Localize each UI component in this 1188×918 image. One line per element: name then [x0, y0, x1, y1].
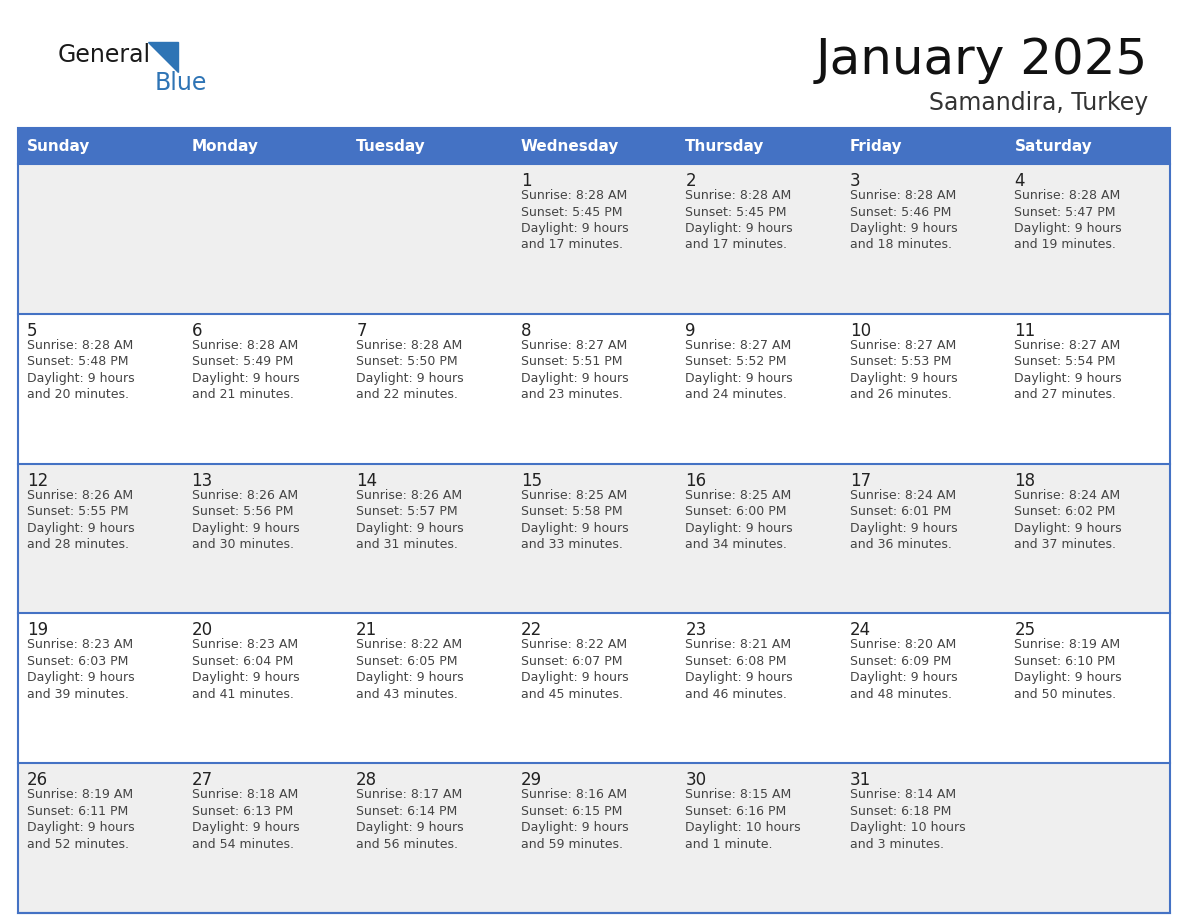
Text: Sunrise: 8:16 AM
Sunset: 6:15 PM
Daylight: 9 hours
and 59 minutes.: Sunrise: 8:16 AM Sunset: 6:15 PM Dayligh… [520, 789, 628, 851]
Text: Sunrise: 8:23 AM
Sunset: 6:04 PM
Daylight: 9 hours
and 41 minutes.: Sunrise: 8:23 AM Sunset: 6:04 PM Dayligh… [191, 638, 299, 701]
Text: Sunrise: 8:23 AM
Sunset: 6:03 PM
Daylight: 9 hours
and 39 minutes.: Sunrise: 8:23 AM Sunset: 6:03 PM Dayligh… [27, 638, 134, 701]
Text: Sunrise: 8:27 AM
Sunset: 5:53 PM
Daylight: 9 hours
and 26 minutes.: Sunrise: 8:27 AM Sunset: 5:53 PM Dayligh… [849, 339, 958, 401]
Text: 28: 28 [356, 771, 378, 789]
Text: 18: 18 [1015, 472, 1036, 489]
Text: Sunrise: 8:28 AM
Sunset: 5:45 PM
Daylight: 9 hours
and 17 minutes.: Sunrise: 8:28 AM Sunset: 5:45 PM Dayligh… [685, 189, 792, 252]
Text: 13: 13 [191, 472, 213, 489]
Text: Sunrise: 8:17 AM
Sunset: 6:14 PM
Daylight: 9 hours
and 56 minutes.: Sunrise: 8:17 AM Sunset: 6:14 PM Dayligh… [356, 789, 463, 851]
Text: Thursday: Thursday [685, 139, 765, 153]
Text: 17: 17 [849, 472, 871, 489]
Text: Friday: Friday [849, 139, 903, 153]
Text: 14: 14 [356, 472, 378, 489]
Text: 4: 4 [1015, 172, 1025, 190]
Text: 10: 10 [849, 322, 871, 340]
Text: Sunrise: 8:27 AM
Sunset: 5:51 PM
Daylight: 9 hours
and 23 minutes.: Sunrise: 8:27 AM Sunset: 5:51 PM Dayligh… [520, 339, 628, 401]
Text: 2: 2 [685, 172, 696, 190]
Text: 27: 27 [191, 771, 213, 789]
Text: 7: 7 [356, 322, 367, 340]
Bar [18, 164, 1170, 314]
Text: 1: 1 [520, 172, 531, 190]
Text: Sunrise: 8:28 AM
Sunset: 5:47 PM
Daylight: 9 hours
and 19 minutes.: Sunrise: 8:28 AM Sunset: 5:47 PM Dayligh… [1015, 189, 1121, 252]
Text: 22: 22 [520, 621, 542, 640]
Text: Sunday: Sunday [27, 139, 90, 153]
Text: 3: 3 [849, 172, 860, 190]
Text: Sunrise: 8:24 AM
Sunset: 6:02 PM
Daylight: 9 hours
and 37 minutes.: Sunrise: 8:24 AM Sunset: 6:02 PM Dayligh… [1015, 488, 1121, 551]
Text: Tuesday: Tuesday [356, 139, 425, 153]
Polygon shape [148, 42, 178, 72]
Text: Sunrise: 8:24 AM
Sunset: 6:01 PM
Daylight: 9 hours
and 36 minutes.: Sunrise: 8:24 AM Sunset: 6:01 PM Dayligh… [849, 488, 958, 551]
Text: 5: 5 [27, 322, 38, 340]
Text: 30: 30 [685, 771, 707, 789]
Bar [18, 128, 1170, 913]
Text: Sunrise: 8:28 AM
Sunset: 5:45 PM
Daylight: 9 hours
and 17 minutes.: Sunrise: 8:28 AM Sunset: 5:45 PM Dayligh… [520, 189, 628, 252]
Text: Monday: Monday [191, 139, 259, 153]
Text: Sunrise: 8:25 AM
Sunset: 6:00 PM
Daylight: 9 hours
and 34 minutes.: Sunrise: 8:25 AM Sunset: 6:00 PM Dayligh… [685, 488, 792, 551]
Text: 31: 31 [849, 771, 871, 789]
Text: Sunrise: 8:28 AM
Sunset: 5:46 PM
Daylight: 9 hours
and 18 minutes.: Sunrise: 8:28 AM Sunset: 5:46 PM Dayligh… [849, 189, 958, 252]
Bar [18, 464, 1170, 613]
Text: Sunrise: 8:26 AM
Sunset: 5:57 PM
Daylight: 9 hours
and 31 minutes.: Sunrise: 8:26 AM Sunset: 5:57 PM Dayligh… [356, 488, 463, 551]
Text: 20: 20 [191, 621, 213, 640]
Text: Sunrise: 8:15 AM
Sunset: 6:16 PM
Daylight: 10 hours
and 1 minute.: Sunrise: 8:15 AM Sunset: 6:16 PM Dayligh… [685, 789, 801, 851]
Text: Sunrise: 8:28 AM
Sunset: 5:48 PM
Daylight: 9 hours
and 20 minutes.: Sunrise: 8:28 AM Sunset: 5:48 PM Dayligh… [27, 339, 134, 401]
Text: Wednesday: Wednesday [520, 139, 619, 153]
Text: 8: 8 [520, 322, 531, 340]
Text: Sunrise: 8:19 AM
Sunset: 6:10 PM
Daylight: 9 hours
and 50 minutes.: Sunrise: 8:19 AM Sunset: 6:10 PM Dayligh… [1015, 638, 1121, 701]
Text: 21: 21 [356, 621, 378, 640]
Text: 12: 12 [27, 472, 49, 489]
Text: Saturday: Saturday [1015, 139, 1092, 153]
Text: Sunrise: 8:26 AM
Sunset: 5:55 PM
Daylight: 9 hours
and 28 minutes.: Sunrise: 8:26 AM Sunset: 5:55 PM Dayligh… [27, 488, 134, 551]
Text: 24: 24 [849, 621, 871, 640]
Text: Sunrise: 8:18 AM
Sunset: 6:13 PM
Daylight: 9 hours
and 54 minutes.: Sunrise: 8:18 AM Sunset: 6:13 PM Dayligh… [191, 789, 299, 851]
Text: Sunrise: 8:22 AM
Sunset: 6:07 PM
Daylight: 9 hours
and 45 minutes.: Sunrise: 8:22 AM Sunset: 6:07 PM Dayligh… [520, 638, 628, 701]
Text: Sunrise: 8:26 AM
Sunset: 5:56 PM
Daylight: 9 hours
and 30 minutes.: Sunrise: 8:26 AM Sunset: 5:56 PM Dayligh… [191, 488, 299, 551]
Text: Sunrise: 8:21 AM
Sunset: 6:08 PM
Daylight: 9 hours
and 46 minutes.: Sunrise: 8:21 AM Sunset: 6:08 PM Dayligh… [685, 638, 792, 701]
Text: Sunrise: 8:20 AM
Sunset: 6:09 PM
Daylight: 9 hours
and 48 minutes.: Sunrise: 8:20 AM Sunset: 6:09 PM Dayligh… [849, 638, 958, 701]
Text: Blue: Blue [154, 71, 208, 95]
Text: Sunrise: 8:25 AM
Sunset: 5:58 PM
Daylight: 9 hours
and 33 minutes.: Sunrise: 8:25 AM Sunset: 5:58 PM Dayligh… [520, 488, 628, 551]
Bar [18, 763, 1170, 913]
Text: Sunrise: 8:28 AM
Sunset: 5:50 PM
Daylight: 9 hours
and 22 minutes.: Sunrise: 8:28 AM Sunset: 5:50 PM Dayligh… [356, 339, 463, 401]
Text: Sunrise: 8:22 AM
Sunset: 6:05 PM
Daylight: 9 hours
and 43 minutes.: Sunrise: 8:22 AM Sunset: 6:05 PM Dayligh… [356, 638, 463, 701]
Text: Sunrise: 8:27 AM
Sunset: 5:54 PM
Daylight: 9 hours
and 27 minutes.: Sunrise: 8:27 AM Sunset: 5:54 PM Dayligh… [1015, 339, 1121, 401]
Text: Sunrise: 8:27 AM
Sunset: 5:52 PM
Daylight: 9 hours
and 24 minutes.: Sunrise: 8:27 AM Sunset: 5:52 PM Dayligh… [685, 339, 792, 401]
Text: 19: 19 [27, 621, 49, 640]
Text: General: General [58, 43, 151, 67]
Text: 26: 26 [27, 771, 49, 789]
Text: Sunrise: 8:14 AM
Sunset: 6:18 PM
Daylight: 10 hours
and 3 minutes.: Sunrise: 8:14 AM Sunset: 6:18 PM Dayligh… [849, 789, 966, 851]
Bar [18, 613, 1170, 763]
Text: 9: 9 [685, 322, 696, 340]
Text: 16: 16 [685, 472, 707, 489]
Text: 6: 6 [191, 322, 202, 340]
Bar [18, 314, 1170, 464]
Text: 23: 23 [685, 621, 707, 640]
Text: Samandira, Turkey: Samandira, Turkey [929, 91, 1148, 115]
Text: Sunrise: 8:28 AM
Sunset: 5:49 PM
Daylight: 9 hours
and 21 minutes.: Sunrise: 8:28 AM Sunset: 5:49 PM Dayligh… [191, 339, 299, 401]
Text: Sunrise: 8:19 AM
Sunset: 6:11 PM
Daylight: 9 hours
and 52 minutes.: Sunrise: 8:19 AM Sunset: 6:11 PM Dayligh… [27, 789, 134, 851]
Text: 15: 15 [520, 472, 542, 489]
Text: 11: 11 [1015, 322, 1036, 340]
Text: 29: 29 [520, 771, 542, 789]
Text: January 2025: January 2025 [816, 36, 1148, 84]
Text: 25: 25 [1015, 621, 1036, 640]
Bar [18, 128, 1170, 164]
